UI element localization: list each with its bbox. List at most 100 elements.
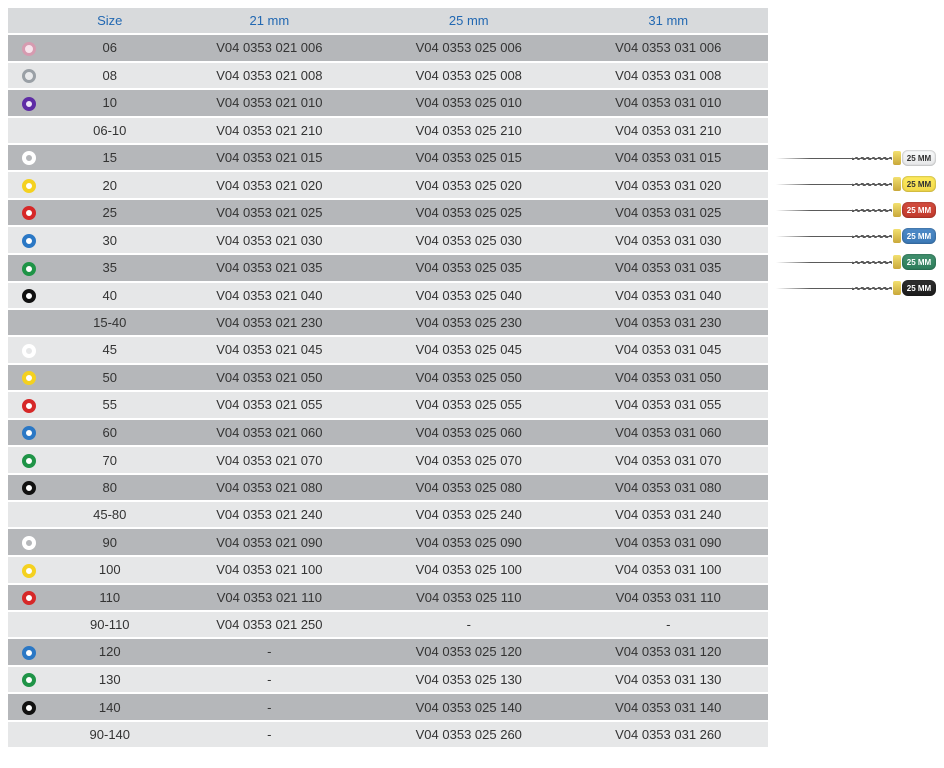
table-row: 90V04 0353 021 090V04 0353 025 090V04 03… bbox=[8, 528, 768, 556]
cell-size: 06 bbox=[50, 34, 170, 62]
th-31mm: 31 mm bbox=[569, 8, 769, 34]
cell-21mm: - bbox=[170, 666, 369, 694]
cell-25mm: V04 0353 025 008 bbox=[369, 62, 568, 90]
table-header-row: Size 21 mm 25 mm 31 mm bbox=[8, 8, 768, 34]
cell-31mm: V04 0353 031 035 bbox=[569, 254, 769, 282]
cell-size: 20 bbox=[50, 171, 170, 199]
cell-21mm: V04 0353 021 070 bbox=[170, 446, 369, 474]
table-row: 50V04 0353 021 050V04 0353 025 050V04 03… bbox=[8, 364, 768, 392]
product-table-container: Size 21 mm 25 mm 31 mm 06V04 0353 021 00… bbox=[8, 8, 768, 749]
cell-25mm: V04 0353 025 025 bbox=[369, 199, 568, 227]
cell-31mm: V04 0353 031 080 bbox=[569, 474, 769, 502]
color-ring-icon bbox=[22, 206, 36, 220]
cell-31mm: V04 0353 031 130 bbox=[569, 666, 769, 694]
cell-21mm: V04 0353 021 025 bbox=[170, 199, 369, 227]
cell-size: 40 bbox=[50, 282, 170, 310]
table-row: 25V04 0353 021 025V04 0353 025 025V04 03… bbox=[8, 199, 768, 227]
cell-25mm: V04 0353 025 060 bbox=[369, 419, 568, 447]
color-ring-icon bbox=[22, 69, 36, 83]
table-row: 20V04 0353 021 020V04 0353 025 020V04 03… bbox=[8, 171, 768, 199]
th-21mm: 21 mm bbox=[170, 8, 369, 34]
cell-icon bbox=[8, 62, 50, 90]
table-row: 60V04 0353 021 060V04 0353 025 060V04 03… bbox=[8, 419, 768, 447]
cell-25mm: V04 0353 025 020 bbox=[369, 171, 568, 199]
table-row: 08V04 0353 021 008V04 0353 025 008V04 03… bbox=[8, 62, 768, 90]
cell-25mm: V04 0353 025 045 bbox=[369, 336, 568, 364]
cell-21mm: V04 0353 021 230 bbox=[170, 309, 369, 336]
cell-size: 110 bbox=[50, 584, 170, 612]
table-row: 30V04 0353 021 030V04 0353 025 030V04 03… bbox=[8, 226, 768, 254]
color-ring-icon bbox=[22, 151, 36, 165]
cell-icon bbox=[8, 309, 50, 336]
cell-21mm: V04 0353 021 250 bbox=[170, 611, 369, 638]
table-row: 15-40V04 0353 021 230V04 0353 025 230V04… bbox=[8, 309, 768, 336]
th-icon bbox=[8, 8, 50, 34]
cell-25mm: V04 0353 025 110 bbox=[369, 584, 568, 612]
color-ring-icon bbox=[22, 97, 36, 111]
cell-icon bbox=[8, 199, 50, 227]
cell-25mm: V04 0353 025 006 bbox=[369, 34, 568, 62]
cell-25mm: V04 0353 025 140 bbox=[369, 693, 568, 721]
cell-size: 06-10 bbox=[50, 117, 170, 144]
cell-25mm: V04 0353 025 035 bbox=[369, 254, 568, 282]
cell-21mm: V04 0353 021 100 bbox=[170, 556, 369, 584]
file-handle: 25 MM bbox=[902, 202, 936, 218]
color-ring-icon bbox=[22, 481, 36, 495]
cell-size: 90 bbox=[50, 528, 170, 556]
cell-icon bbox=[8, 144, 50, 172]
file-stopper-icon bbox=[893, 229, 901, 243]
cell-size: 10 bbox=[50, 89, 170, 117]
table-row: 55V04 0353 021 055V04 0353 025 055V04 03… bbox=[8, 391, 768, 419]
cell-21mm: V04 0353 021 080 bbox=[170, 474, 369, 502]
cell-icon bbox=[8, 556, 50, 584]
cell-25mm: V04 0353 025 230 bbox=[369, 309, 568, 336]
cell-31mm: V04 0353 031 030 bbox=[569, 226, 769, 254]
cell-icon bbox=[8, 226, 50, 254]
cell-25mm: V04 0353 025 090 bbox=[369, 528, 568, 556]
cell-size: 90-110 bbox=[50, 611, 170, 638]
cell-31mm: V04 0353 031 040 bbox=[569, 282, 769, 310]
cell-21mm: V04 0353 021 010 bbox=[170, 89, 369, 117]
table-row: 06V04 0353 021 006V04 0353 025 006V04 03… bbox=[8, 34, 768, 62]
cell-31mm: V04 0353 031 210 bbox=[569, 117, 769, 144]
cell-21mm: V04 0353 021 035 bbox=[170, 254, 369, 282]
file-item: 25 MM bbox=[776, 148, 936, 168]
cell-size: 08 bbox=[50, 62, 170, 90]
table-row: 70V04 0353 021 070V04 0353 025 070V04 03… bbox=[8, 446, 768, 474]
table-row: 80V04 0353 021 080V04 0353 025 080V04 03… bbox=[8, 474, 768, 502]
cell-25mm: V04 0353 025 055 bbox=[369, 391, 568, 419]
cell-size: 60 bbox=[50, 419, 170, 447]
cell-25mm: V04 0353 025 010 bbox=[369, 89, 568, 117]
table-row: 06-10V04 0353 021 210V04 0353 025 210V04… bbox=[8, 117, 768, 144]
file-item: 25 MM bbox=[776, 278, 936, 298]
cell-21mm: V04 0353 021 240 bbox=[170, 501, 369, 528]
color-ring-icon bbox=[22, 454, 36, 468]
cell-21mm: V04 0353 021 006 bbox=[170, 34, 369, 62]
color-ring-icon bbox=[22, 399, 36, 413]
color-ring-icon bbox=[22, 591, 36, 605]
file-handle: 25 MM bbox=[902, 254, 936, 270]
cell-icon bbox=[8, 419, 50, 447]
table-row: 110V04 0353 021 110V04 0353 025 110V04 0… bbox=[8, 584, 768, 612]
file-handle: 25 MM bbox=[902, 176, 936, 192]
cell-25mm: V04 0353 025 210 bbox=[369, 117, 568, 144]
file-shaft-icon bbox=[776, 210, 892, 211]
cell-icon bbox=[8, 638, 50, 666]
file-item: 25 MM bbox=[776, 174, 936, 194]
cell-31mm: - bbox=[569, 611, 769, 638]
cell-25mm: V04 0353 025 070 bbox=[369, 446, 568, 474]
cell-31mm: V04 0353 031 090 bbox=[569, 528, 769, 556]
file-stopper-icon bbox=[893, 255, 901, 269]
color-ring-icon bbox=[22, 646, 36, 660]
cell-icon bbox=[8, 721, 50, 748]
file-shaft-icon bbox=[776, 236, 892, 237]
cell-21mm: V04 0353 021 045 bbox=[170, 336, 369, 364]
cell-21mm: V04 0353 021 015 bbox=[170, 144, 369, 172]
cell-size: 35 bbox=[50, 254, 170, 282]
cell-31mm: V04 0353 031 120 bbox=[569, 638, 769, 666]
file-shaft-icon bbox=[776, 158, 892, 159]
cell-size: 50 bbox=[50, 364, 170, 392]
cell-icon bbox=[8, 446, 50, 474]
cell-size: 130 bbox=[50, 666, 170, 694]
table-row: 90-110V04 0353 021 250-- bbox=[8, 611, 768, 638]
